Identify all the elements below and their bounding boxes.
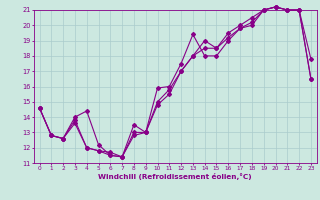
X-axis label: Windchill (Refroidissement éolien,°C): Windchill (Refroidissement éolien,°C) xyxy=(98,173,252,180)
